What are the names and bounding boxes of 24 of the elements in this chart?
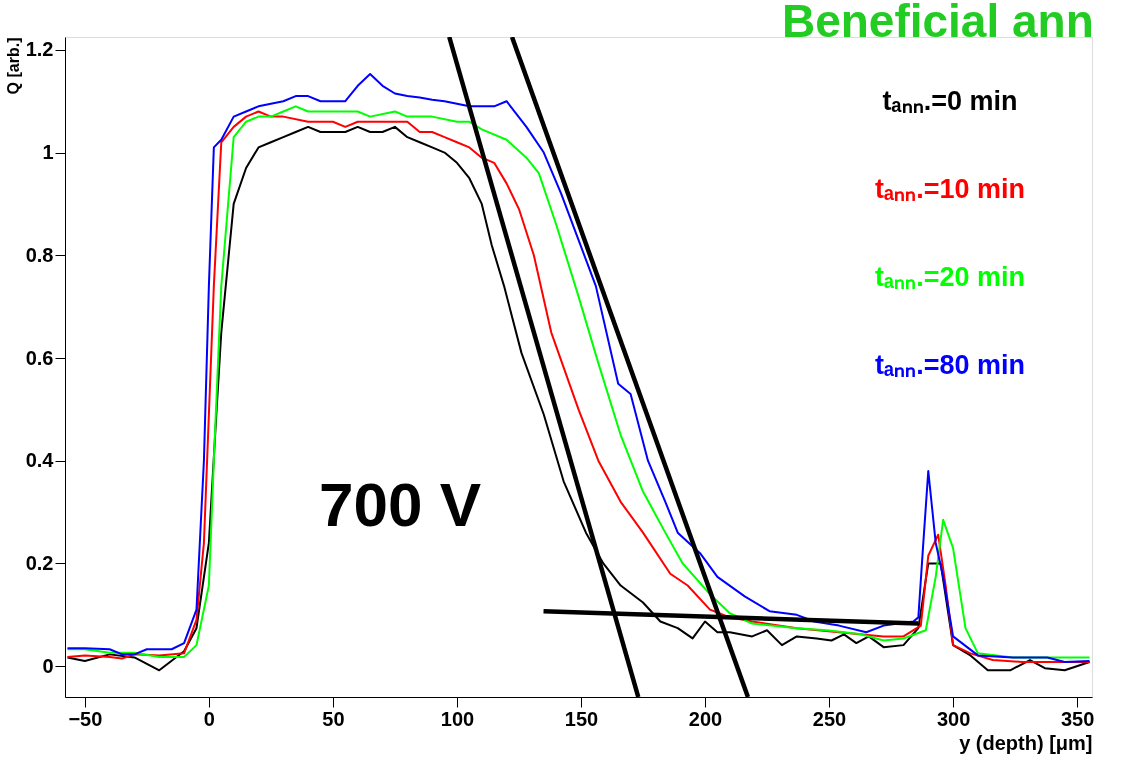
x-tick-label: 150 bbox=[564, 707, 599, 730]
y-tick-label: 0.2 bbox=[25, 551, 54, 574]
x-tick-label: 200 bbox=[688, 707, 723, 730]
x-tick-label: 250 bbox=[812, 707, 847, 730]
text: tₐₙₙ.=80 min bbox=[875, 350, 1025, 380]
y-tick-label: 0.8 bbox=[25, 243, 54, 266]
text: tₐₙₙ.=0 min bbox=[882, 86, 1018, 116]
y-tick-label: 0.4 bbox=[25, 449, 55, 472]
x-tick-label: 100 bbox=[440, 707, 475, 730]
x-tick-label: 0 bbox=[203, 707, 215, 730]
text: tₐₙₙ.=20 min bbox=[875, 262, 1025, 292]
x-tick-label: 350 bbox=[1060, 707, 1095, 730]
y-tick-label: 1.2 bbox=[25, 38, 54, 61]
text: tₐₙₙ.=10 min bbox=[875, 174, 1025, 204]
y-tick-label: 0.6 bbox=[25, 346, 54, 369]
y-axis-title: Q [arb.] bbox=[4, 37, 22, 95]
x-tick-label: −50 bbox=[68, 707, 103, 730]
y-tick-label: 0 bbox=[42, 654, 54, 677]
chart-title: Beneficial ann bbox=[781, 0, 1094, 47]
x-tick-label: 50 bbox=[322, 707, 345, 730]
annotation: 700 V bbox=[318, 470, 482, 539]
x-tick-label: 300 bbox=[936, 707, 971, 730]
x-axis-title: y (depth) [μm] bbox=[959, 731, 1093, 754]
y-tick-label: 1 bbox=[42, 141, 54, 164]
